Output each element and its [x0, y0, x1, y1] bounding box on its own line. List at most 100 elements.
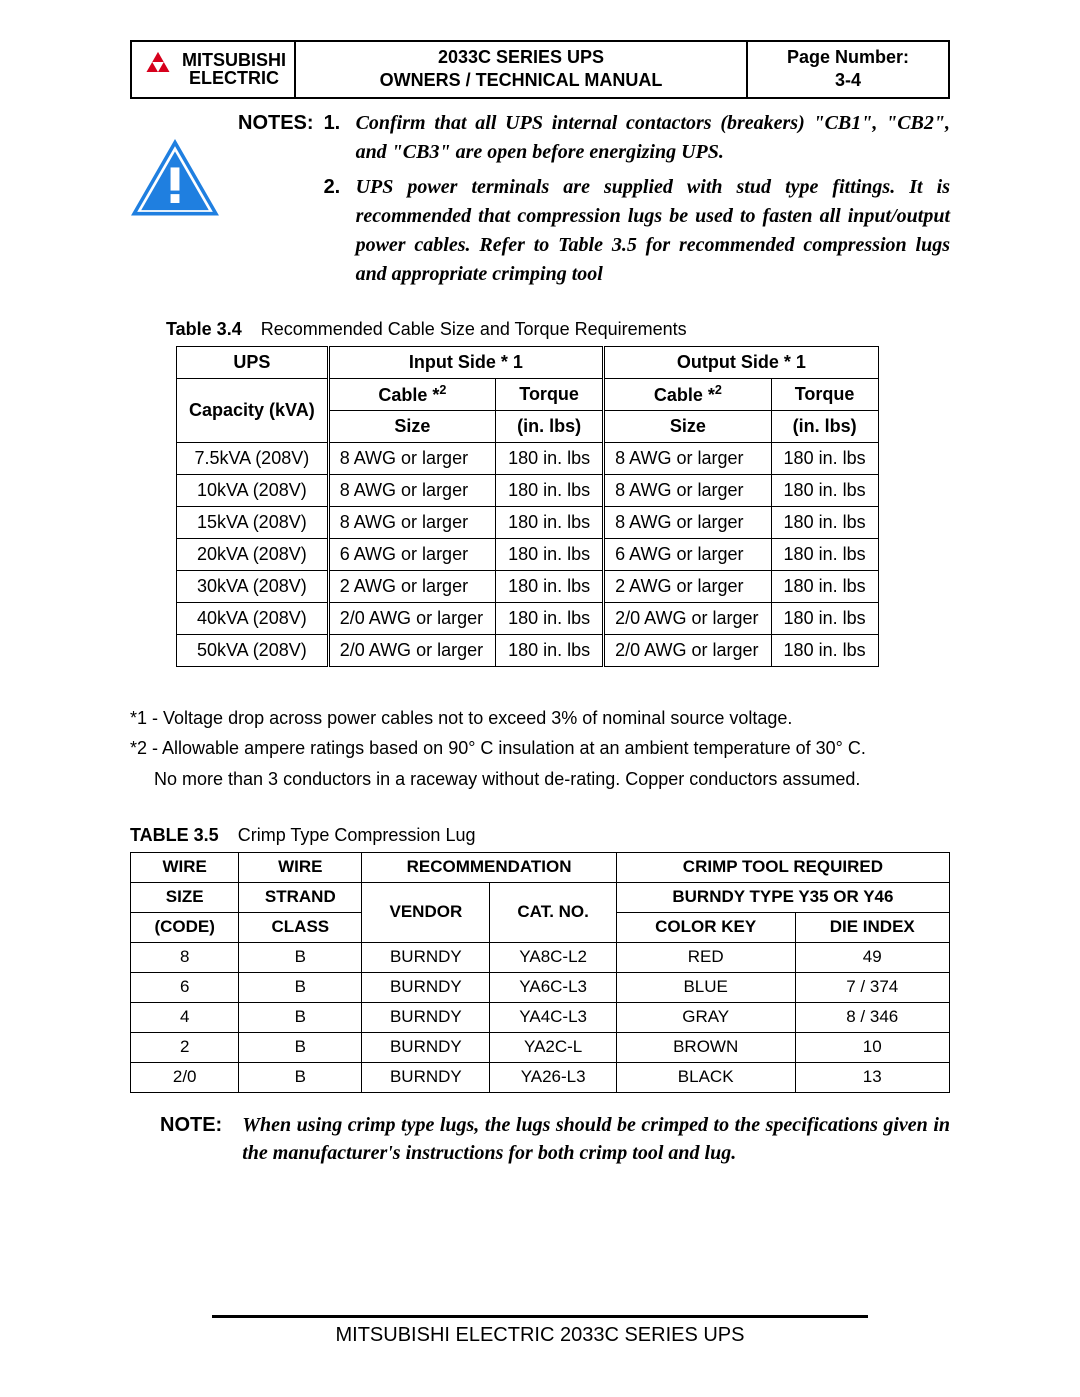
cell-capacity: 50kVA (208V) [177, 634, 329, 666]
note-text: Confirm that all UPS internal contactors… [356, 109, 950, 167]
brand-line-1: MITSUBISHI [182, 51, 286, 70]
cell-vendor: BURNDY [362, 1032, 490, 1062]
table-row: 10kVA (208V)8 AWG or larger180 in. lbs8 … [177, 474, 879, 506]
cell-input-torque: 180 in. lbs [496, 570, 604, 602]
cell-strand: B [239, 972, 362, 1002]
footnote-1: *1 - Voltage drop across power cables no… [130, 703, 950, 734]
cell-catno: YA26-L3 [490, 1062, 616, 1092]
cell-dieindex: 8 / 346 [795, 1002, 949, 1032]
table-row: 15kVA (208V)8 AWG or larger180 in. lbs8 … [177, 506, 879, 538]
table34-caption: Table 3.4 Recommended Cable Size and Tor… [166, 319, 950, 340]
cell-output-cable: 2/0 AWG or larger [604, 634, 771, 666]
cell-input-cable: 8 AWG or larger [328, 474, 495, 506]
page-header: MITSUBISHI ELECTRIC 2033C SERIES UPS OWN… [130, 40, 950, 99]
page-number-label: Page Number: [787, 46, 909, 69]
cell-output-torque: 180 in. lbs [771, 634, 878, 666]
cell-output-cable: 8 AWG or larger [604, 442, 771, 474]
cell-output-torque: 180 in. lbs [771, 570, 878, 602]
header-center: 2033C SERIES UPS OWNERS / TECHNICAL MANU… [296, 42, 748, 97]
cell-vendor: BURNDY [362, 1062, 490, 1092]
cell-input-torque: 180 in. lbs [496, 602, 604, 634]
t34-h-out-size: Size [604, 410, 771, 442]
cell-colorkey: GRAY [616, 1002, 795, 1032]
cell-capacity: 40kVA (208V) [177, 602, 329, 634]
cell-output-cable: 6 AWG or larger [604, 538, 771, 570]
cell-input-torque: 180 in. lbs [496, 538, 604, 570]
t35-h-dieindex: DIE INDEX [795, 912, 949, 942]
cell-catno: YA6C-L3 [490, 972, 616, 1002]
cell-output-cable: 2/0 AWG or larger [604, 602, 771, 634]
note-item: NOTES: 2. UPS power terminals are suppli… [238, 173, 950, 289]
table-row: 50kVA (208V) 2/0 AWG or larger180 in. lbs… [177, 634, 879, 666]
cell-colorkey: RED [616, 942, 795, 972]
cell-output-cable: 2 AWG or larger [604, 570, 771, 602]
table35-caption-label: TABLE 3.5 [130, 825, 219, 845]
bottom-note: NOTE: When using crimp type lugs, the lu… [160, 1111, 950, 1167]
t35-h-strand2: STRAND [239, 882, 362, 912]
cell-wire: 2 [131, 1032, 239, 1062]
header-title-2: OWNERS / TECHNICAL MANUAL [380, 69, 663, 92]
t35-h-wire: WIRE [131, 852, 239, 882]
footnote-2: *2 - Allowable ampere ratings based on 9… [130, 733, 950, 764]
cell-dieindex: 7 / 374 [795, 972, 949, 1002]
note-index: 1. [324, 109, 346, 167]
t35-h-tool2: BURNDY TYPE Y35 OR Y46 [616, 882, 949, 912]
note-item: NOTES: 1. Confirm that all UPS internal … [238, 109, 950, 167]
t35-h-tool: CRIMP TOOL REQUIRED [616, 852, 949, 882]
table34-caption-label: Table 3.4 [166, 319, 242, 339]
cell-catno: YA8C-L2 [490, 942, 616, 972]
table-row: 40kVA (208V) 2/0 AWG or larger180 in. lbs… [177, 602, 879, 634]
page: MITSUBISHI ELECTRIC 2033C SERIES UPS OWN… [0, 0, 1080, 1397]
t35-h-vendor: VENDOR [362, 882, 490, 942]
cell-catno: YA4C-L3 [490, 1002, 616, 1032]
cell-capacity: 10kVA (208V) [177, 474, 329, 506]
t34-h-in-size: Size [328, 410, 495, 442]
t34-h-in-cable: Cable *2 [328, 378, 495, 410]
t35-h-wire2: SIZE [131, 882, 239, 912]
footer-rule [212, 1315, 868, 1318]
t35-h-strand: WIRE [239, 852, 362, 882]
cell-wire: 8 [131, 942, 239, 972]
t35-h-wire3: (CODE) [131, 912, 239, 942]
cell-capacity: 7.5kVA (208V) [177, 442, 329, 474]
cell-input-torque: 180 in. lbs [496, 634, 604, 666]
cell-output-cable: 8 AWG or larger [604, 474, 771, 506]
notes-label: NOTES: [238, 109, 314, 167]
t34-h-capacity-2: Capacity (kVA) [177, 378, 329, 442]
cell-input-torque: 180 in. lbs [496, 506, 604, 538]
table-crimp-lug: WIRE WIRE RECOMMENDATION CRIMP TOOL REQU… [130, 852, 950, 1093]
warning-triangle-icon [130, 109, 220, 289]
cell-output-torque: 180 in. lbs [771, 442, 878, 474]
cell-output-torque: 180 in. lbs [771, 474, 878, 506]
cell-strand: B [239, 1002, 362, 1032]
table34-caption-text: Recommended Cable Size and Torque Requir… [261, 319, 687, 339]
table-cable-size: UPS Input Side * 1 Output Side * 1 Capac… [176, 346, 879, 667]
table-row: 8BBURNDYYA8C-L2RED49 [131, 942, 950, 972]
cell-input-torque: 180 in. lbs [496, 442, 604, 474]
t34-h-out-torque: Torque [771, 378, 878, 410]
cell-strand: B [239, 1032, 362, 1062]
cell-input-torque: 180 in. lbs [496, 474, 604, 506]
bottom-note-text: When using crimp type lugs, the lugs sho… [242, 1111, 950, 1167]
t34-h-input: Input Side * 1 [328, 346, 603, 378]
footer-text: MITSUBISHI ELECTRIC 2033C SERIES UPS [130, 1324, 950, 1347]
t35-h-rec: RECOMMENDATION [362, 852, 617, 882]
table34-footnotes: *1 - Voltage drop across power cables no… [130, 703, 950, 795]
t35-h-strand3: CLASS [239, 912, 362, 942]
cell-dieindex: 13 [795, 1062, 949, 1092]
cell-dieindex: 49 [795, 942, 949, 972]
t34-h-out-units: (in. lbs) [771, 410, 878, 442]
mitsubishi-logo-icon [140, 49, 176, 90]
cell-wire: 4 [131, 1002, 239, 1032]
footnote-2b: No more than 3 conductors in a raceway w… [154, 764, 950, 795]
cell-capacity: 20kVA (208V) [177, 538, 329, 570]
note-text: UPS power terminals are supplied with st… [356, 173, 950, 289]
cell-wire: 6 [131, 972, 239, 1002]
notes-body: NOTES: 1. Confirm that all UPS internal … [238, 109, 950, 289]
cell-input-cable: 8 AWG or larger [328, 442, 495, 474]
cell-catno: YA2C-L [490, 1032, 616, 1062]
cell-vendor: BURNDY [362, 942, 490, 972]
t34-h-output: Output Side * 1 [604, 346, 878, 378]
cell-colorkey: BROWN [616, 1032, 795, 1062]
table-row: 7.5kVA (208V)8 AWG or larger180 in. lbs8… [177, 442, 879, 474]
